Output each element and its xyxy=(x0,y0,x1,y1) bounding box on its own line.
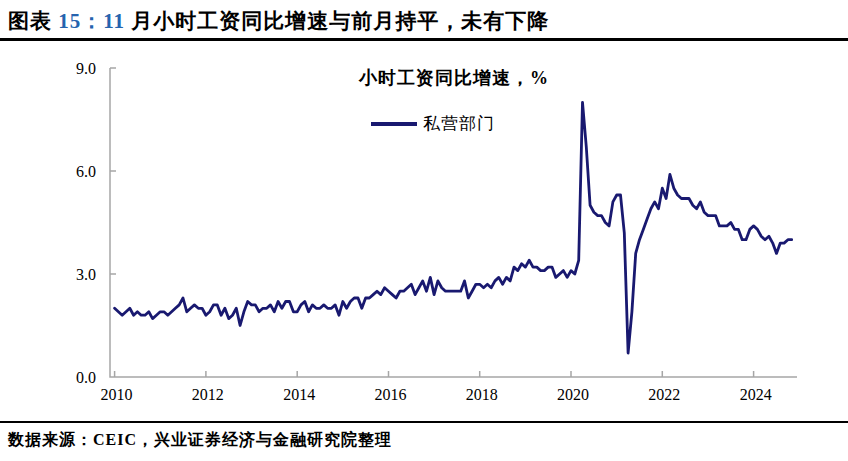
x-axis-tick-label: 2020 xyxy=(557,386,589,403)
figure-page: 图表 15：11 月小时工资同比增速与前月持平，未有下降 0.03.06.09.… xyxy=(0,0,848,461)
chart-title: 小时工资同比增速，% xyxy=(254,66,654,90)
y-axis-tick-label: 3.0 xyxy=(76,266,96,283)
data-source-note: 数据来源：CEIC，兴业证券经济与金融研究院整理 xyxy=(8,430,392,451)
x-axis-tick-label: 2018 xyxy=(466,386,498,403)
x-axis-tick-label: 2016 xyxy=(374,386,406,403)
x-axis-tick-label: 2024 xyxy=(740,386,772,403)
legend-line-swatch xyxy=(371,122,417,126)
x-axis-tick-label: 2010 xyxy=(101,386,133,403)
y-axis-tick-label: 6.0 xyxy=(76,163,96,180)
chart-legend: 私营部门 xyxy=(371,112,495,135)
x-axis-tick-label: 2022 xyxy=(648,386,680,403)
x-axis-tick-label: 2014 xyxy=(283,386,315,403)
legend-label: 私营部门 xyxy=(423,112,495,135)
y-axis-tick-label: 9.0 xyxy=(76,60,96,77)
y-axis-tick-label: 0.0 xyxy=(76,369,96,386)
series-line-private-sector xyxy=(115,102,792,353)
footer-divider-rule xyxy=(0,421,848,423)
x-axis-tick-label: 2012 xyxy=(192,386,224,403)
